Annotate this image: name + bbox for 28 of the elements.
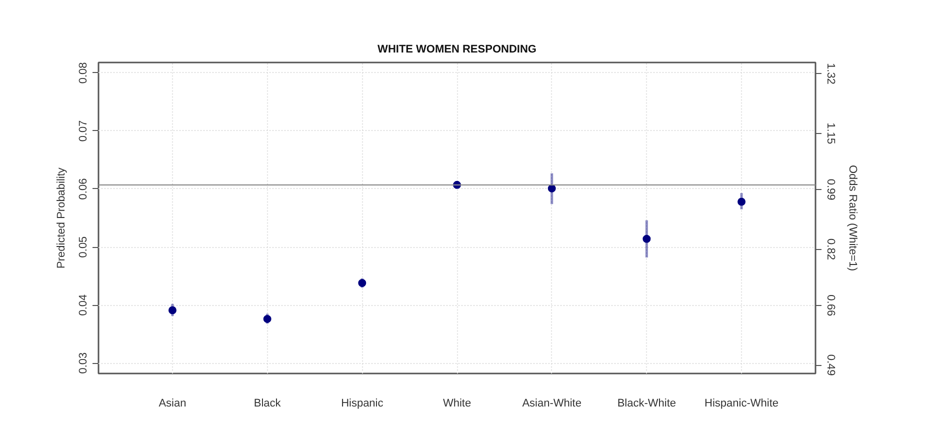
- y-axis-title: Predicted Probability: [56, 167, 68, 268]
- y-tick-label: 0.03: [78, 352, 90, 374]
- x-tick-label: Black-White: [617, 398, 676, 410]
- y2-axis-title: Odds Ratio (White=1): [846, 164, 858, 272]
- y-tick-label: 0.04: [78, 294, 90, 316]
- y2-tick-label: 1.15: [824, 122, 836, 144]
- y-tick-label: 0.06: [78, 178, 90, 200]
- point: [168, 306, 176, 314]
- point: [263, 314, 272, 323]
- x-tick-label: Asian-White: [522, 398, 582, 410]
- x-tick-label: Hispanic-White: [704, 398, 779, 410]
- x-tick-label: Hispanic: [341, 398, 384, 410]
- point: [642, 234, 651, 243]
- point: [358, 278, 366, 287]
- y2-tick-label: 0.99: [824, 178, 836, 200]
- y-tick-label: 0.08: [78, 62, 90, 84]
- y2-tick-label: 1.32: [824, 63, 836, 84]
- x-tick-label: Black: [254, 398, 282, 410]
- x-tick-label: White: [442, 398, 472, 410]
- y-tick-label: 0.05: [78, 236, 90, 258]
- x-tick-label: Asian: [158, 398, 186, 410]
- point: [548, 184, 556, 192]
- y2-tick-label: 0.66: [824, 294, 836, 316]
- point: [738, 198, 746, 206]
- chart-title: WHITE WOMEN RESPONDING: [378, 44, 536, 56]
- y-tick-label: 0.07: [78, 120, 90, 142]
- y2-tick-label: 0.49: [824, 354, 836, 376]
- y2-tick-label: 0.82: [824, 238, 836, 260]
